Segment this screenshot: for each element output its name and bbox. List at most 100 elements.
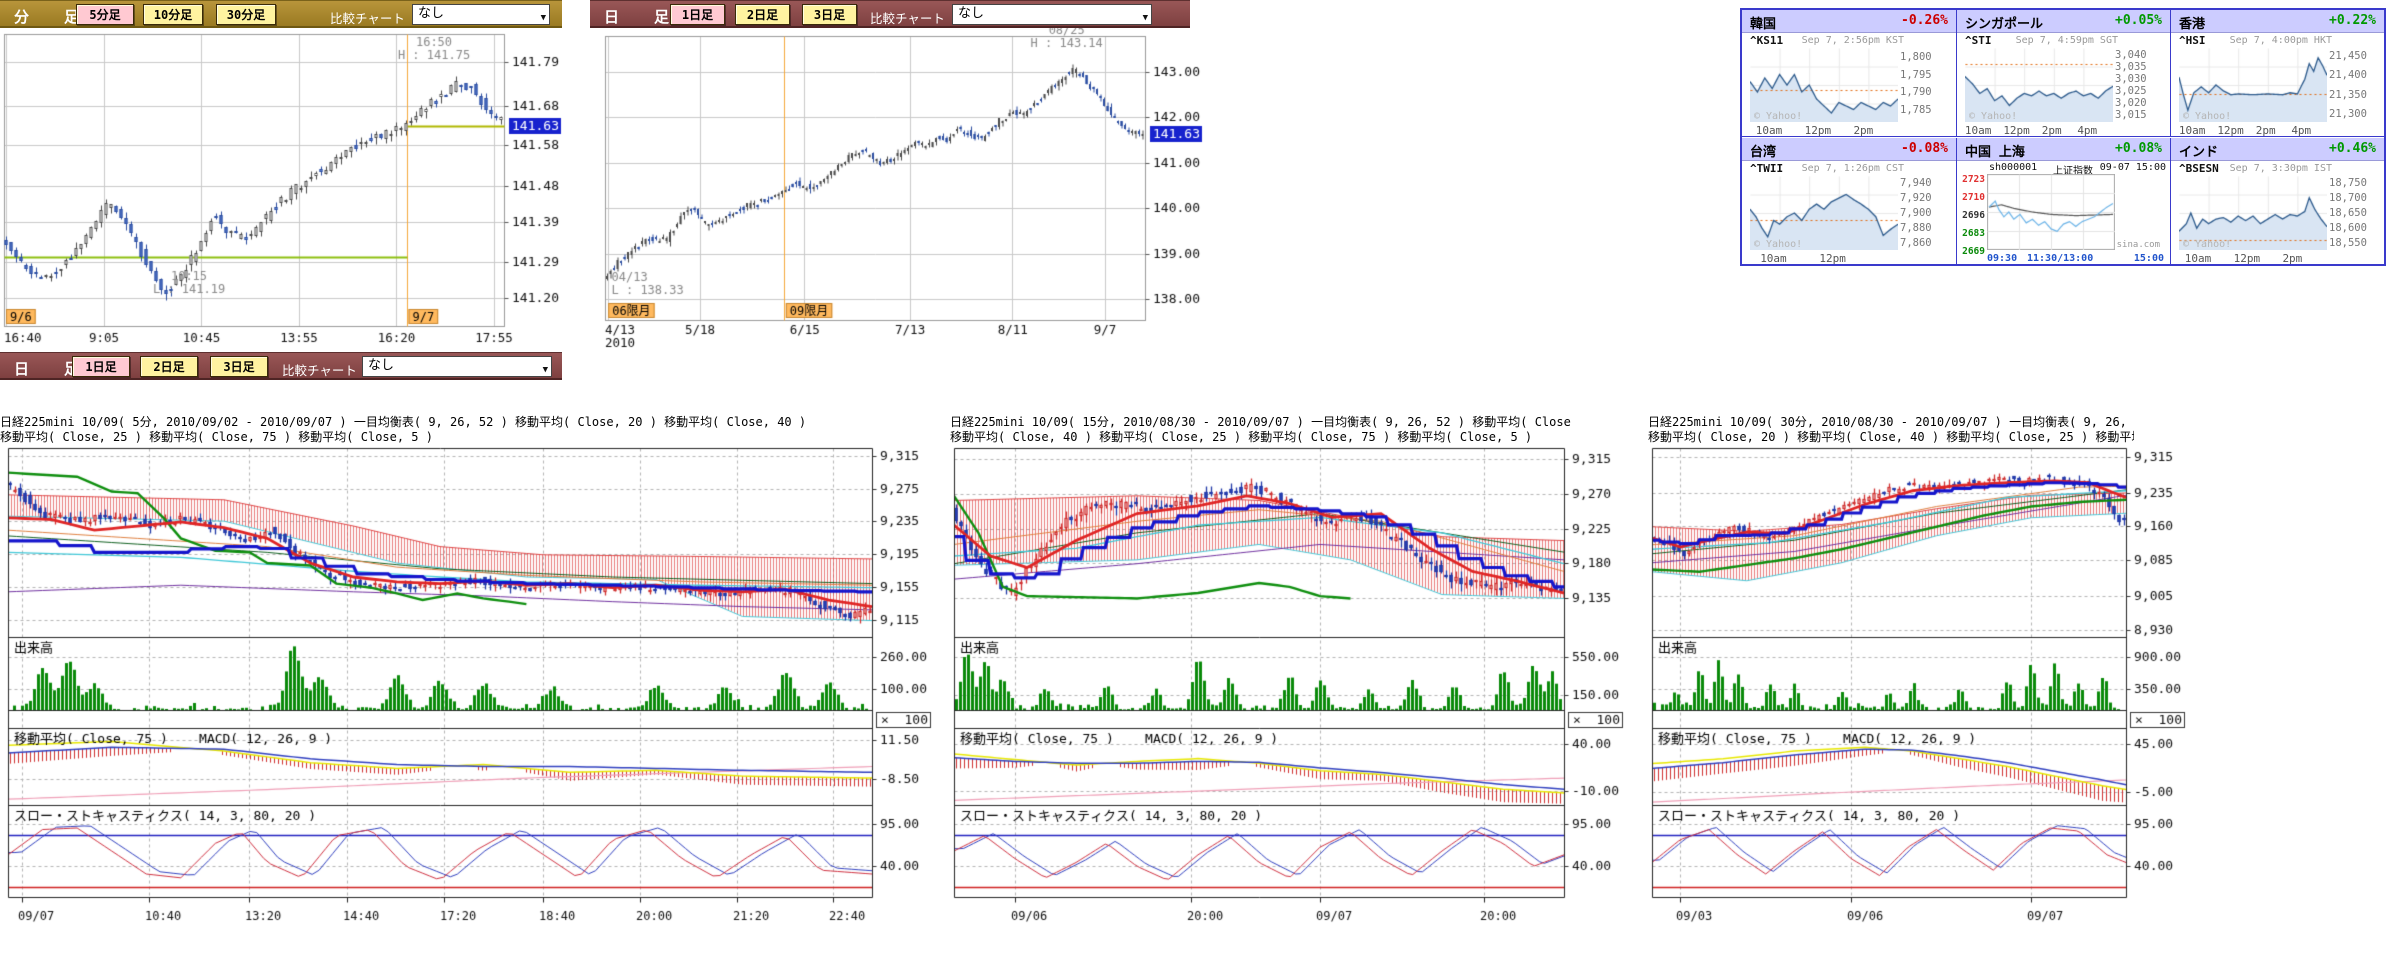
tab-10min[interactable]: 10分足	[143, 4, 203, 25]
index-change-percent: -0.08%	[1901, 141, 1948, 156]
axis-tick-label: 2683	[1962, 228, 1985, 239]
index-name: 台湾	[1750, 145, 1777, 160]
x-axis-label: 12pm	[1819, 252, 1846, 265]
compare-chart-label: 比較チャート	[330, 11, 405, 26]
x-axis-label: 12pm	[1804, 124, 1832, 137]
axis-tick-label: 18,750	[2329, 176, 2367, 189]
compare-chart-dropdown[interactable]: なし ▼	[412, 4, 550, 25]
tab-2day[interactable]: 2日足	[735, 4, 790, 25]
index-name: 中国 上海	[1965, 145, 2025, 160]
dropdown-arrow-icon: ▼	[540, 13, 546, 23]
tab-2day-2[interactable]: 2日足	[140, 356, 198, 377]
axis-tick-label: 3,025	[2115, 85, 2147, 98]
x-axis-label: 4pm	[2077, 124, 2098, 137]
index-panel-header: 中国 上海 +0.08%	[1957, 138, 2170, 161]
index-symbol: ^KS11	[1750, 34, 1784, 47]
asia-indices-grid: 韓国 -0.26% ^KS11 Sep 7, 2:56pm KST 1,800 1,795…	[1742, 10, 2384, 265]
sina-title-part: 09-07 15:00	[2099, 162, 2166, 173]
minute-chart-header: 分 足 5分足 10分足 30分足 比較チャート なし ▼	[0, 0, 562, 28]
axis-tick-label: 1,800	[1900, 51, 1932, 63]
compare-chart-value: なし	[418, 6, 445, 21]
daily-chart-title: 日 足	[604, 8, 680, 26]
yahoo-watermark: © Yahoo!	[1754, 111, 1803, 122]
axis-tick-label: 3,030	[2115, 72, 2147, 85]
tab-5min[interactable]: 5分足	[76, 4, 134, 25]
index-chart-canvas	[2179, 176, 2327, 250]
index-panel-header: シンガポール +0.05%	[1957, 10, 2170, 33]
x-axis-label: 10am	[2178, 124, 2206, 137]
daily-chart-title-2: 日 足	[14, 360, 90, 378]
index-chart-canvas	[1987, 174, 2115, 250]
axis-tick-label: 3,040	[2115, 48, 2147, 61]
chart-title-line1: 日経225mini 10/09( 30分, 2010/08/30 - 2010/…	[1648, 415, 2134, 429]
axis-tick-label: 18,650	[2329, 207, 2367, 219]
compare-chart-label-2: 比較チャート	[282, 363, 357, 378]
chart-title-line1: 日経225mini 10/09( 15分, 2010/08/30 - 2010/…	[950, 415, 1572, 429]
index-change-percent: +0.46%	[2329, 141, 2376, 156]
index-change-percent: +0.08%	[2115, 141, 2162, 156]
index-panel-1: シンガポール +0.05% ^STI Sep 7, 4:59pm SGT 3,040 3,…	[1956, 10, 2170, 137]
axis-tick-label: 3,035	[2115, 60, 2147, 73]
tab-30min[interactable]: 30分足	[216, 4, 276, 25]
index-mini-chart: ^BSESN Sep 7, 3:30pm IST 18,750 18,700 18,65…	[2171, 161, 2384, 265]
axis-tick-label: 21,350	[2329, 88, 2367, 101]
index-mini-chart: ^TWII Sep 7, 1:26pm CST 7,940 7,920 7,900 7,8…	[1742, 161, 1956, 265]
index-panel-header: インド +0.46%	[2171, 138, 2384, 161]
index-timestamp: Sep 7, 2:56pm KST	[1801, 35, 1904, 46]
compare-chart-label: 比較チャート	[870, 11, 945, 26]
axis-tick-label: 3,020	[2115, 97, 2147, 110]
chart-title-line2: 移動平均( Close, 20 ) 移動平均( Close, 40 ) 移動平均…	[1648, 430, 2134, 444]
x-axis-label: 09:30	[1987, 253, 2018, 264]
x-axis-label: 2pm	[2255, 124, 2276, 137]
index-symbol: ^HSI	[2179, 34, 2206, 47]
axis-tick-label: 18,550	[2329, 237, 2367, 250]
index-chart-canvas	[2179, 48, 2327, 122]
asia-indices-panel: 韓国 -0.26% ^KS11 Sep 7, 2:56pm KST 1,800 1,795…	[1740, 8, 2386, 266]
daily-chart-block: 日 足 1日足 2日足 3日足 比較チャート なし ▼	[590, 0, 1208, 360]
nikkei-15min-chart-block: 日経225mini 10/09( 15分, 2010/08/30 - 2010/…	[950, 415, 1647, 956]
axis-tick-label: 1,785	[1900, 103, 1932, 116]
index-panel-3: 台湾 -0.08% ^TWII Sep 7, 1:26pm CST 7,940 7,920…	[1742, 138, 1956, 265]
x-axis-label: 12pm	[2233, 252, 2261, 265]
tab-1day[interactable]: 1日足	[670, 4, 725, 25]
index-mini-chart: ^STI Sep 7, 4:59pm SGT 3,040 3,035 3,030 3,02…	[1957, 33, 2170, 137]
axis-tick-label: 21,300	[2329, 108, 2367, 121]
index-mini-chart: ^KS11 Sep 7, 2:56pm KST 1,800 1,795 1,790 1,7…	[1742, 33, 1956, 137]
index-chart-canvas	[1750, 176, 1898, 250]
compare-chart-dropdown-2[interactable]: なし ▼	[362, 356, 552, 377]
tab-1day-2[interactable]: 1日足	[72, 356, 130, 377]
index-symbol: ^TWII	[1750, 162, 1784, 175]
nikkei-30min-chart-block: 日経225mini 10/09( 30分, 2010/08/30 - 2010/…	[1648, 415, 2390, 956]
axis-tick-label: 7,860	[1900, 236, 1932, 249]
yahoo-watermark: © Yahoo!	[2183, 111, 2232, 122]
yahoo-watermark: © Yahoo!	[1969, 111, 2018, 122]
axis-tick-label: 2710	[1962, 192, 1985, 203]
nikkei-5min-chart-block: 日経225mini 10/09( 5分, 2010/09/02 - 2010/0…	[0, 415, 948, 956]
index-symbol: ^STI	[1965, 34, 1992, 47]
compare-chart-dropdown[interactable]: なし ▼	[952, 4, 1152, 25]
index-symbol: ^BSESN	[2179, 162, 2219, 175]
dropdown-arrow-icon: ▼	[542, 365, 548, 375]
compare-chart-value: なし	[958, 6, 985, 21]
nikkei-5min-chart-canvas	[0, 445, 948, 956]
x-axis-label: 2pm	[1853, 124, 1874, 137]
x-axis-label: 12pm	[2003, 124, 2030, 137]
minute-chart-block: 分 足 5分足 10分足 30分足 比較チャート なし ▼	[0, 0, 562, 346]
x-axis-label: 15:00	[2133, 253, 2164, 264]
compare-chart-value-2: なし	[368, 358, 395, 373]
chart-title-line2: 移動平均( Close, 40 ) 移動平均( Close, 25 ) 移動平均…	[950, 430, 1533, 444]
tab-3day[interactable]: 3日足	[802, 4, 857, 25]
x-axis-label: 4pm	[2291, 124, 2312, 137]
index-panel-0: 韓国 -0.26% ^KS11 Sep 7, 2:56pm KST 1,800 1,795…	[1742, 10, 1956, 137]
index-timestamp: Sep 7, 4:00pm HKT	[2229, 35, 2332, 46]
axis-tick-label: 2696	[1962, 210, 1985, 221]
daily-chart-header: 日 足 1日足 2日足 3日足 比較チャート なし ▼	[590, 0, 1190, 28]
chart-title-line1: 日経225mini 10/09( 5分, 2010/09/02 - 2010/0…	[0, 415, 807, 429]
minute-chart-canvas	[0, 28, 562, 346]
axis-tick-label: 2723	[1962, 174, 1985, 185]
tab-3day-2[interactable]: 3日足	[210, 356, 268, 377]
index-change-percent: -0.26%	[1901, 13, 1948, 28]
index-panel-5: インド +0.46% ^BSESN Sep 7, 3:30pm IST 18,750 18…	[2170, 138, 2384, 265]
axis-tick-label: 7,920	[1900, 192, 1932, 205]
